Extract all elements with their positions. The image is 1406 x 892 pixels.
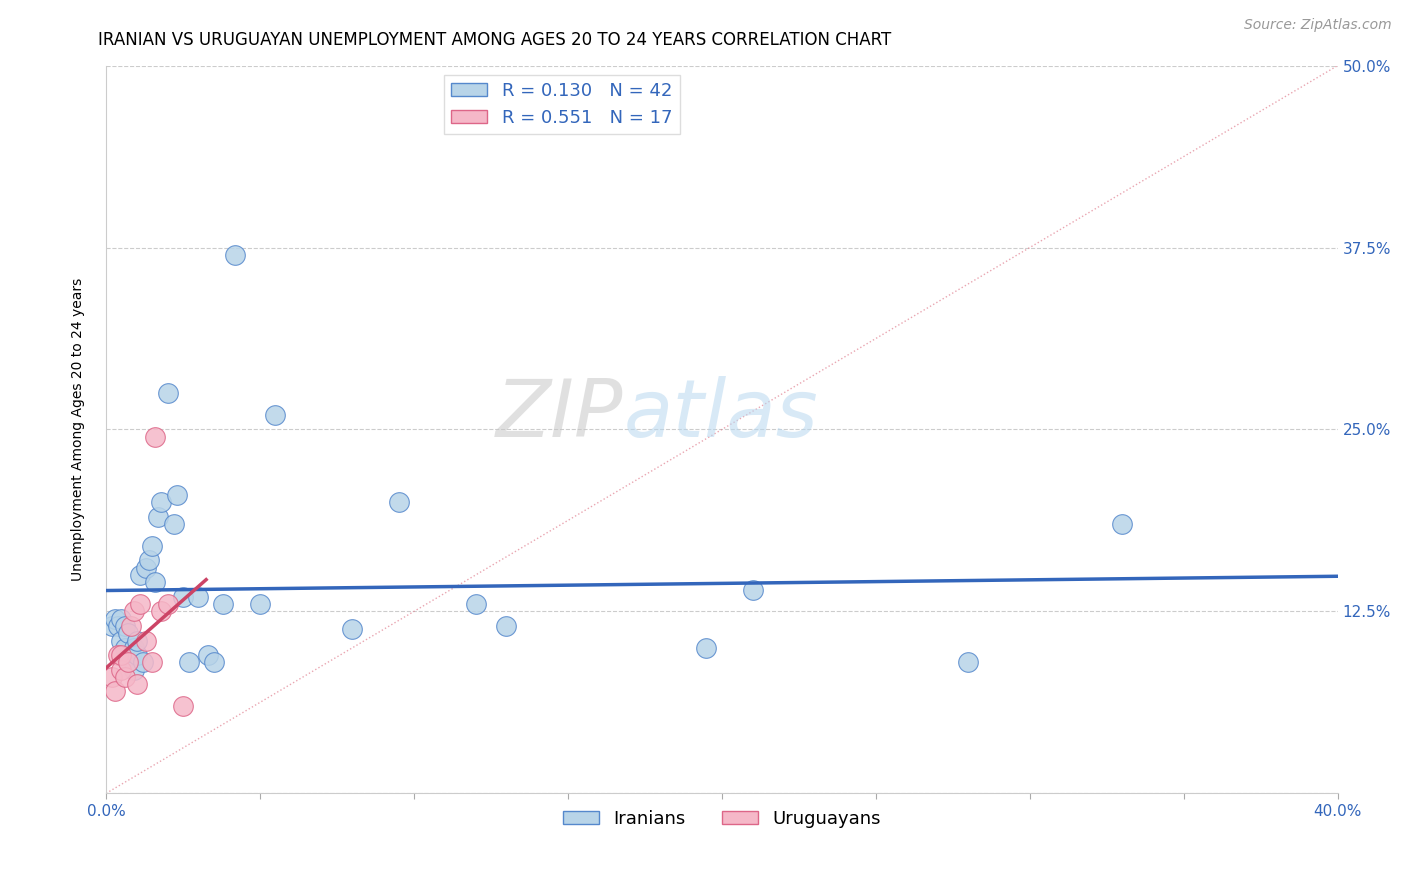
Point — [172, 590, 194, 604]
Point — [104, 684, 127, 698]
Point — [135, 633, 157, 648]
Point — [110, 633, 132, 648]
Point — [114, 619, 136, 633]
Point — [110, 648, 132, 662]
Point — [197, 648, 219, 662]
Point — [122, 604, 145, 618]
Point — [741, 582, 763, 597]
Text: ZIP: ZIP — [496, 376, 623, 454]
Legend: Iranians, Uruguayans: Iranians, Uruguayans — [555, 803, 889, 835]
Point — [122, 663, 145, 677]
Point — [695, 640, 717, 655]
Point — [187, 590, 209, 604]
Point — [101, 670, 124, 684]
Point — [114, 640, 136, 655]
Point — [1111, 517, 1133, 532]
Point — [957, 656, 980, 670]
Point — [110, 612, 132, 626]
Point — [179, 656, 201, 670]
Point — [110, 663, 132, 677]
Point — [212, 597, 235, 611]
Point — [202, 656, 225, 670]
Point — [104, 612, 127, 626]
Point — [132, 656, 155, 670]
Point — [125, 677, 148, 691]
Point — [387, 495, 409, 509]
Point — [143, 430, 166, 444]
Point — [224, 248, 246, 262]
Point — [107, 648, 129, 662]
Point — [150, 495, 173, 509]
Point — [141, 656, 163, 670]
Point — [150, 604, 173, 618]
Point — [125, 633, 148, 648]
Point — [172, 699, 194, 714]
Point — [120, 619, 142, 633]
Point — [141, 539, 163, 553]
Point — [264, 408, 287, 422]
Point — [249, 597, 271, 611]
Point — [117, 656, 139, 670]
Text: atlas: atlas — [623, 376, 818, 454]
Point — [138, 553, 160, 567]
Point — [464, 597, 486, 611]
Point — [117, 656, 139, 670]
Point — [166, 488, 188, 502]
Point — [129, 568, 152, 582]
Y-axis label: Unemployment Among Ages 20 to 24 years: Unemployment Among Ages 20 to 24 years — [72, 277, 86, 581]
Point — [156, 386, 179, 401]
Point — [143, 575, 166, 590]
Point — [125, 648, 148, 662]
Point — [114, 670, 136, 684]
Point — [135, 560, 157, 574]
Point — [163, 517, 186, 532]
Text: Source: ZipAtlas.com: Source: ZipAtlas.com — [1244, 18, 1392, 32]
Text: IRANIAN VS URUGUAYAN UNEMPLOYMENT AMONG AGES 20 TO 24 YEARS CORRELATION CHART: IRANIAN VS URUGUAYAN UNEMPLOYMENT AMONG … — [98, 31, 891, 49]
Point — [129, 597, 152, 611]
Point — [148, 509, 170, 524]
Point — [156, 597, 179, 611]
Point — [107, 619, 129, 633]
Point — [120, 648, 142, 662]
Point — [122, 640, 145, 655]
Point — [117, 626, 139, 640]
Point — [342, 622, 364, 636]
Point — [101, 619, 124, 633]
Point — [495, 619, 517, 633]
